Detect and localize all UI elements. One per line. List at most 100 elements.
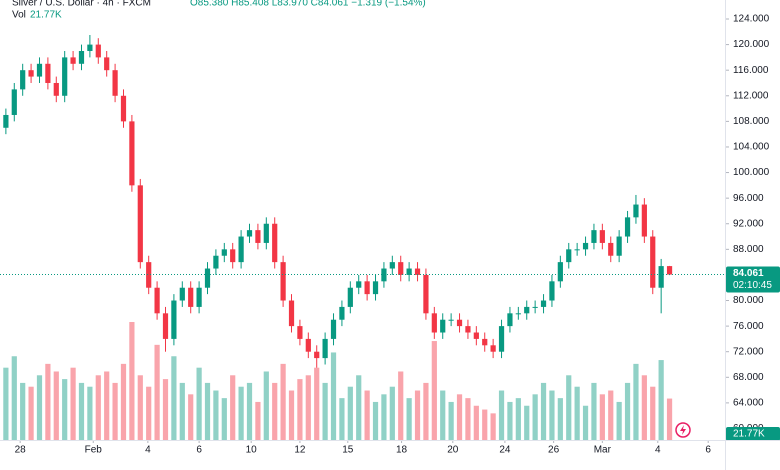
volume-bar [78, 382, 85, 440]
x-tick-label: 12 [294, 445, 306, 456]
candle-body [137, 185, 143, 263]
volume-bar [650, 386, 656, 440]
candle-body [431, 313, 437, 333]
candle-body [557, 262, 563, 282]
candle-body [574, 249, 580, 251]
volume-bar [549, 390, 555, 440]
candle-body [507, 313, 513, 327]
volume-bar [389, 386, 395, 440]
candle-body [347, 287, 353, 307]
candle-body [465, 326, 471, 333]
candle-body [162, 313, 169, 339]
volume-bar [255, 401, 261, 440]
volume-bar [666, 398, 673, 440]
volume-bar [498, 390, 505, 440]
candle-body [389, 262, 395, 269]
candle-body [171, 300, 177, 339]
candle-body [658, 266, 664, 288]
volume-bar [171, 356, 177, 440]
candle-body [196, 287, 202, 307]
candle-body [288, 300, 295, 327]
volume-bar [137, 375, 143, 440]
candle-body [440, 319, 446, 333]
x-tick-label: Feb [85, 445, 103, 456]
volume-bar [507, 401, 513, 440]
volume-bar [204, 382, 211, 440]
volume-title: Vol [12, 10, 26, 21]
candle-body [246, 230, 253, 237]
y-tick-label: 76.000 [733, 321, 764, 332]
y-tick-label: 104.000 [733, 142, 770, 153]
x-tick-label: 28 [15, 445, 27, 456]
volume-bar [280, 363, 286, 440]
candle-body [599, 230, 605, 243]
volume-bar [28, 386, 34, 440]
volume-bar [641, 375, 647, 440]
volume-bar [364, 390, 370, 440]
candle-body [515, 313, 521, 315]
y-tick-label: 88.000 [733, 244, 764, 255]
x-tick-label: 15 [342, 445, 354, 456]
candle-body [633, 204, 639, 218]
volume-bar [490, 413, 496, 440]
volume-bar [246, 382, 253, 440]
candle-body [280, 262, 286, 301]
candle-body [641, 204, 647, 237]
volume-bar [574, 386, 580, 440]
y-tick-label: 92.000 [733, 218, 764, 229]
candle-body [666, 266, 673, 275]
candle-body [356, 281, 362, 288]
volume-bar [440, 390, 446, 440]
volume-bar [62, 379, 68, 440]
volume-bar [524, 405, 530, 440]
candle-body [330, 319, 337, 339]
candle-body [524, 306, 530, 314]
candle-body [423, 274, 429, 314]
candle-body [448, 319, 454, 321]
candle-body [372, 281, 379, 295]
candle-body [154, 287, 160, 314]
header-title: Silver / U.S. Dollar · 4h · FXCM [12, 0, 151, 9]
volume-bar [238, 386, 244, 440]
header-ohlc: O85.380 H85.408 L83.970 C84.061 −1.319 (… [190, 0, 426, 9]
volume-bar [616, 401, 622, 440]
volume-bar [398, 371, 404, 440]
candle-body [3, 114, 9, 128]
candle-body [120, 95, 127, 122]
volume-bar [179, 382, 185, 440]
y-tick-label: 96.000 [733, 193, 764, 204]
volume-bar [456, 394, 463, 440]
candle-body [87, 44, 93, 51]
candle-body [95, 44, 101, 58]
volume-bar [322, 382, 328, 440]
volume-value: 21.77K [30, 10, 62, 21]
volume-bar [162, 379, 169, 440]
volume-bar [465, 398, 471, 440]
y-tick-label: 68.000 [733, 372, 764, 383]
volume-bar [120, 363, 127, 440]
volume-bar [272, 382, 278, 440]
candle-body [53, 82, 59, 96]
candle-body [20, 70, 26, 90]
candle-body [456, 319, 463, 327]
volume-bar [532, 394, 538, 440]
candle-body [406, 268, 412, 275]
volume-bar [339, 398, 345, 440]
volume-bar [599, 394, 605, 440]
candle-body [490, 345, 496, 352]
y-tick-label: 108.000 [733, 116, 770, 127]
volume-bar [154, 344, 160, 440]
candle-body [272, 223, 278, 263]
candle-body [608, 242, 614, 256]
candle-body [591, 230, 597, 243]
volume-bar [53, 371, 59, 440]
candle-body [255, 230, 261, 243]
candle-body [78, 50, 85, 64]
volume-tag [726, 427, 780, 441]
candle-body [650, 236, 656, 288]
volume-bar [557, 398, 563, 440]
alert-icon[interactable] [675, 422, 691, 438]
volume-bar [608, 390, 614, 440]
